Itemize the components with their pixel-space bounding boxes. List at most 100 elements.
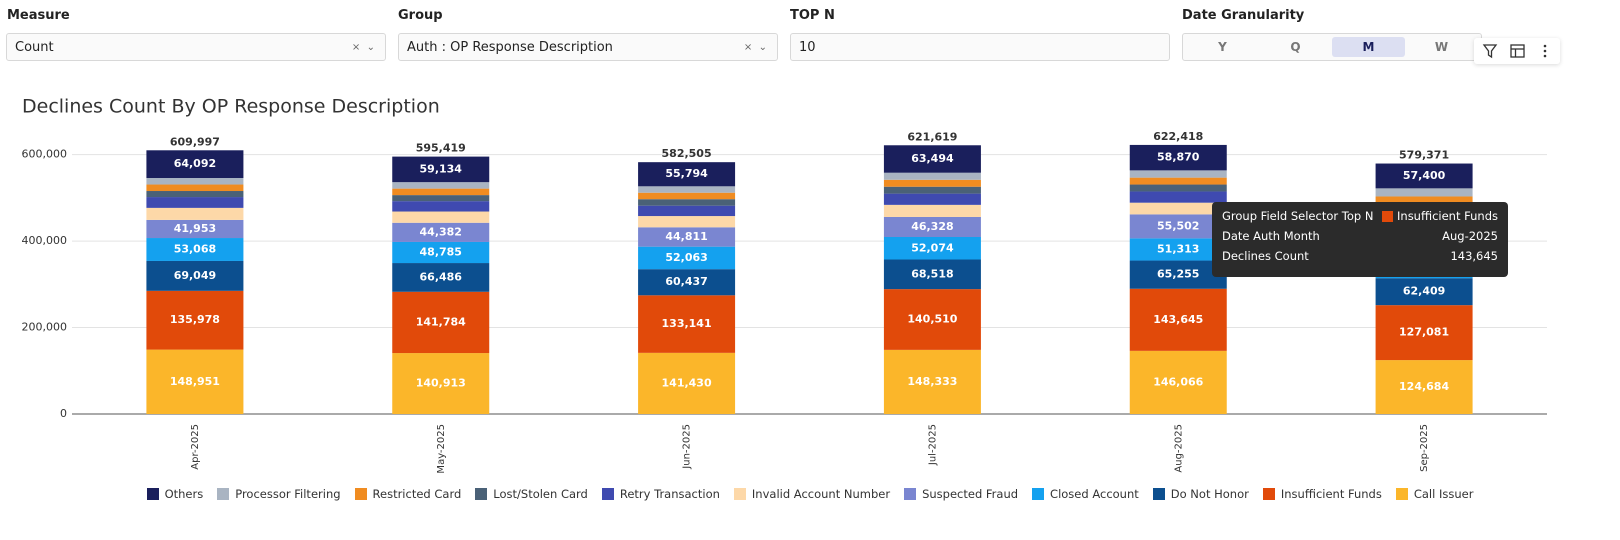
bar-segment	[1129, 144, 1227, 171]
bar-segment	[638, 192, 736, 200]
bar-segment	[1129, 177, 1227, 185]
bar-segment	[1129, 260, 1227, 289]
bar-segment	[146, 197, 244, 208]
bar-segment	[1129, 288, 1227, 351]
segment-label: 148,951	[170, 375, 220, 388]
bar-segment	[146, 238, 244, 261]
bar-segment	[638, 295, 736, 353]
granularity-option[interactable]: Q	[1290, 40, 1301, 54]
total-label: 621,619	[907, 130, 957, 143]
segment-label: 143,645	[1153, 313, 1203, 326]
legend-item[interactable]: Restricted Card	[354, 487, 462, 501]
bar-segment	[638, 186, 736, 193]
table-icon[interactable]	[1510, 44, 1525, 58]
legend-label: Call Issuer	[1413, 487, 1474, 501]
granularity-option[interactable]: Y	[1218, 40, 1227, 54]
legend-item[interactable]: Do Not Honor	[1152, 487, 1249, 501]
total-label: 595,419	[416, 142, 466, 155]
bar-segment	[638, 205, 736, 217]
legend-label: Suspected Fraud	[922, 487, 1019, 501]
bar-segment	[146, 184, 244, 192]
segment-label: 66,486	[420, 270, 463, 283]
bar-segment	[392, 263, 490, 292]
legend-item[interactable]: Invalid Account Number	[733, 487, 890, 501]
bar-segment	[1375, 188, 1473, 197]
bar-segment	[392, 353, 490, 414]
total-label: 622,418	[1153, 130, 1203, 143]
tooltip-value-wrap: Insufficient Funds	[1382, 206, 1498, 226]
bar-segment	[1375, 305, 1473, 361]
top-n-value: 10	[799, 40, 816, 55]
measure-select[interactable]: Count × ⌄	[6, 33, 386, 61]
bar-segment	[883, 259, 981, 290]
segment-label: 52,074	[911, 241, 954, 254]
more-icon[interactable]	[1543, 44, 1547, 58]
legend-item[interactable]: Others	[146, 487, 203, 501]
segment-label: 46,328	[911, 220, 953, 233]
bar-segment	[883, 204, 981, 217]
tooltip-key: Date Auth Month	[1222, 229, 1320, 243]
toolbar	[1474, 38, 1560, 64]
x-tick-label: Sep-2025	[1419, 424, 1430, 472]
legend-item[interactable]: Closed Account	[1032, 487, 1139, 501]
bar-segment	[883, 349, 981, 414]
bar-segment	[883, 216, 981, 237]
legend-item[interactable]: Processor Filtering	[217, 487, 341, 501]
tooltip-value: 143,645	[1450, 249, 1498, 263]
segment-label: 68,518	[911, 267, 953, 280]
legend-label: Restricted Card	[372, 487, 462, 501]
legend-swatch	[1395, 488, 1408, 500]
group-select[interactable]: Auth : OP Response Description × ⌄	[398, 33, 778, 61]
legend-item[interactable]: Call Issuer	[1395, 487, 1474, 501]
bar-segment	[1129, 202, 1227, 215]
legend-label: Insufficient Funds	[1280, 487, 1382, 501]
bar-segment	[1375, 196, 1473, 205]
segment-label: 65,255	[1157, 268, 1199, 281]
legend-swatch	[475, 488, 488, 500]
top-n-input[interactable]: 10	[790, 33, 1170, 61]
segment-label: 55,794	[665, 167, 708, 180]
segment-label: 48,785	[420, 246, 462, 259]
y-tick-label: 200,000	[22, 321, 68, 334]
segment-label: 44,811	[665, 230, 707, 243]
granularity-option[interactable]: W	[1434, 40, 1449, 54]
granularity-option[interactable]: M	[1332, 37, 1405, 57]
bar-segment	[392, 188, 490, 196]
bar-segment	[146, 178, 244, 185]
bar-segment	[392, 222, 490, 242]
bar-segment	[1375, 360, 1473, 414]
bar-segment	[638, 269, 736, 296]
segment-label: 41,953	[174, 222, 216, 235]
segment-label: 58,870	[1157, 151, 1200, 164]
segment-label: 133,141	[662, 317, 712, 330]
bar-segment	[1129, 191, 1227, 203]
bar-segment	[883, 179, 981, 187]
tooltip-value: Insufficient Funds	[1397, 209, 1498, 223]
segment-label: 64,092	[174, 157, 216, 170]
tooltip-value-wrap: 143,645	[1450, 246, 1498, 266]
filter-icon[interactable]	[1482, 44, 1498, 59]
tooltip: Group Field Selector Top N Insufficient F…	[1212, 202, 1508, 277]
group-value: Auth : OP Response Description	[407, 40, 613, 55]
tooltip-key: Declines Count	[1222, 249, 1309, 263]
bar-segment	[146, 260, 244, 291]
bar-segment	[638, 216, 736, 228]
bar-segment	[392, 156, 490, 183]
legend-label: Lost/Stolen Card	[493, 487, 588, 501]
legend-swatch	[601, 488, 614, 500]
segment-label: 62,409	[1403, 285, 1445, 298]
legend-item[interactable]: Insufficient Funds	[1262, 487, 1382, 501]
tooltip-swatch	[1382, 210, 1394, 222]
legend-item[interactable]: Suspected Fraud	[904, 487, 1018, 501]
bar-segment	[146, 207, 244, 220]
segment-label: 53,068	[174, 243, 216, 256]
y-tick-label: 400,000	[22, 234, 68, 247]
chart-title: Declines Count By OP Response Descriptio…	[22, 96, 440, 118]
legend: Others Processor Filtering Restricted Card…	[0, 487, 1620, 501]
legend-label: Do Not Honor	[1170, 487, 1249, 501]
legend-item[interactable]: Lost/Stolen Card	[475, 487, 588, 501]
legend-item[interactable]: Retry Transaction	[601, 487, 720, 501]
legend-swatch	[733, 488, 746, 500]
